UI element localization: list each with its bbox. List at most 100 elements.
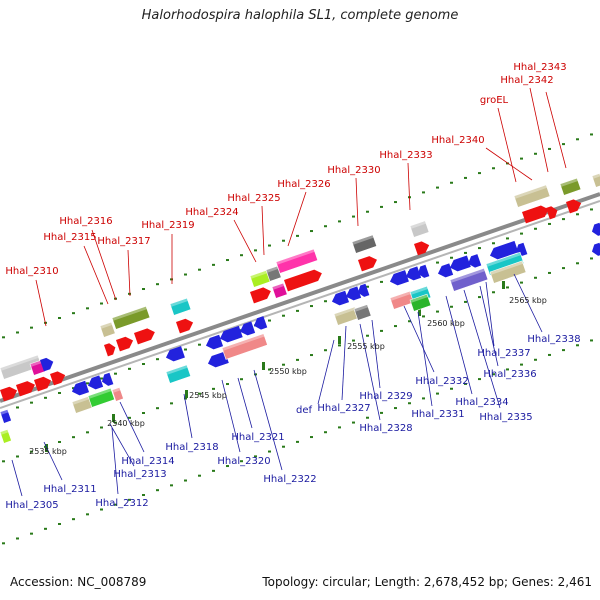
gene-arrow[interactable]	[358, 254, 379, 272]
gene-label[interactable]: Hhal_2329	[359, 391, 412, 402]
gene-block[interactable]	[409, 220, 430, 238]
gene-arrow[interactable]	[488, 240, 519, 261]
gene-label[interactable]: Hhal_2312	[95, 498, 148, 509]
gene-block[interactable]	[591, 173, 600, 188]
gene-arrow[interactable]	[356, 283, 370, 299]
gene-label[interactable]: Hhal_2320	[217, 456, 270, 467]
gene-label[interactable]: Hhal_2318	[165, 442, 218, 453]
gene-arrow[interactable]	[388, 270, 409, 287]
tick-dot	[450, 256, 453, 259]
gene-label[interactable]: Hhal_2305	[5, 500, 58, 511]
gene-arrow[interactable]	[590, 242, 600, 258]
gene-arrow[interactable]	[344, 286, 362, 302]
gene-label[interactable]: Hhal_2342	[500, 75, 553, 86]
gene-label[interactable]: Hhal_2321	[231, 432, 284, 443]
gene-block[interactable]	[265, 265, 282, 282]
gene-block[interactable]	[559, 177, 582, 196]
gene-arrow[interactable]	[252, 316, 268, 331]
gene-block[interactable]	[165, 364, 192, 384]
gene-block[interactable]	[111, 387, 124, 402]
gene-label[interactable]: Hhal_2333	[379, 150, 432, 161]
gene-label[interactable]: groEL	[480, 95, 509, 106]
gene-arrow[interactable]	[50, 369, 67, 386]
gene-label[interactable]: Hhal_2330	[327, 165, 380, 176]
gene-block[interactable]	[87, 387, 115, 408]
gene-arrow[interactable]	[238, 321, 256, 337]
gene-arrow[interactable]	[116, 335, 135, 352]
gene-block[interactable]	[513, 184, 551, 208]
gene-arrow[interactable]	[466, 254, 482, 269]
gene-arrow[interactable]	[436, 263, 454, 279]
gene-block[interactable]	[221, 333, 268, 360]
gene-label[interactable]: Hhal_2319	[141, 220, 194, 231]
gene-block[interactable]	[489, 260, 527, 284]
gene-arrow[interactable]	[546, 205, 559, 220]
gene-arrow[interactable]	[134, 326, 157, 345]
gene-label[interactable]: Hhal_2331	[411, 409, 464, 420]
gene-block[interactable]	[169, 297, 192, 316]
gene-arrow[interactable]	[204, 334, 224, 352]
gene-arrow[interactable]	[164, 346, 185, 363]
gene-label[interactable]: Hhal_2322	[263, 474, 316, 485]
gene-block[interactable]	[0, 429, 12, 444]
gene-label[interactable]: Hhal_2335	[479, 412, 532, 423]
gene-arrow[interactable]	[284, 268, 324, 292]
gene-label[interactable]: Hhal_2343	[513, 62, 566, 73]
gene-arrow[interactable]	[414, 239, 431, 256]
gene-block[interactable]	[449, 267, 489, 292]
gene-label[interactable]: Hhal_2314	[121, 456, 174, 467]
gene-label[interactable]: Hhal_2336	[483, 369, 536, 380]
gene-label[interactable]: Hhal_2337	[477, 348, 530, 359]
gene-arrow[interactable]	[250, 285, 273, 304]
tick-dot	[184, 348, 187, 351]
gene-label[interactable]: Hhal_2328	[359, 423, 412, 434]
gene-block[interactable]	[351, 234, 378, 254]
gene-label[interactable]: Hhal_2324	[185, 207, 238, 218]
gene-arrow[interactable]	[86, 375, 104, 391]
gene-arrow[interactable]	[0, 385, 19, 402]
tick-dot	[142, 412, 145, 415]
gene-block[interactable]	[99, 321, 116, 338]
gene-arrow[interactable]	[70, 380, 90, 398]
leader-line	[43, 441, 63, 481]
gene-arrow[interactable]	[34, 375, 53, 392]
gene-arrow[interactable]	[448, 255, 471, 273]
gene-label[interactable]: Hhal_2332	[415, 376, 468, 387]
gene-arrow[interactable]	[522, 204, 550, 224]
gene-arrow[interactable]	[206, 351, 229, 369]
gene-label[interactable]: def	[296, 405, 313, 416]
gene-block[interactable]	[111, 305, 151, 330]
gene-label[interactable]: Hhal_2334	[455, 397, 508, 408]
gene-label[interactable]: Hhal_2327	[317, 403, 370, 414]
tick-dot	[254, 455, 257, 458]
gene-arrow[interactable]	[416, 264, 430, 280]
gene-arrow[interactable]	[330, 290, 350, 308]
gene-arrow[interactable]	[176, 317, 195, 334]
gene-arrow[interactable]	[590, 222, 600, 238]
gene-block[interactable]	[275, 248, 319, 274]
gene-arrow[interactable]	[566, 197, 583, 214]
gene-block[interactable]	[0, 409, 12, 424]
gene-label[interactable]: Hhal_2317	[97, 236, 150, 247]
gene-arrow[interactable]	[404, 266, 422, 282]
gene-arrow[interactable]	[104, 342, 117, 357]
gene-label[interactable]: Hhal_2313	[113, 469, 166, 480]
gene-block[interactable]	[71, 395, 94, 414]
gene-label[interactable]: Hhal_2340	[431, 135, 484, 146]
gene-label[interactable]: Hhal_2326	[277, 179, 330, 190]
gene-arrow[interactable]	[40, 356, 55, 372]
gene-label[interactable]: Hhal_2316	[59, 216, 112, 227]
gene-arrow[interactable]	[218, 325, 243, 345]
gene-block[interactable]	[353, 304, 372, 321]
gene-arrow[interactable]	[100, 372, 114, 388]
gene-label[interactable]: Hhal_2315	[43, 232, 96, 243]
gene-block[interactable]	[271, 282, 288, 299]
gene-label[interactable]: Hhal_2338	[527, 334, 580, 345]
gene-block[interactable]	[249, 269, 272, 288]
gene-label[interactable]: Hhal_2325	[227, 193, 280, 204]
gene-label[interactable]: Hhal_2310	[5, 266, 58, 277]
gene-arrow[interactable]	[16, 379, 37, 397]
gene-block[interactable]	[409, 293, 432, 312]
gene-label[interactable]: Hhal_2311	[43, 484, 96, 495]
